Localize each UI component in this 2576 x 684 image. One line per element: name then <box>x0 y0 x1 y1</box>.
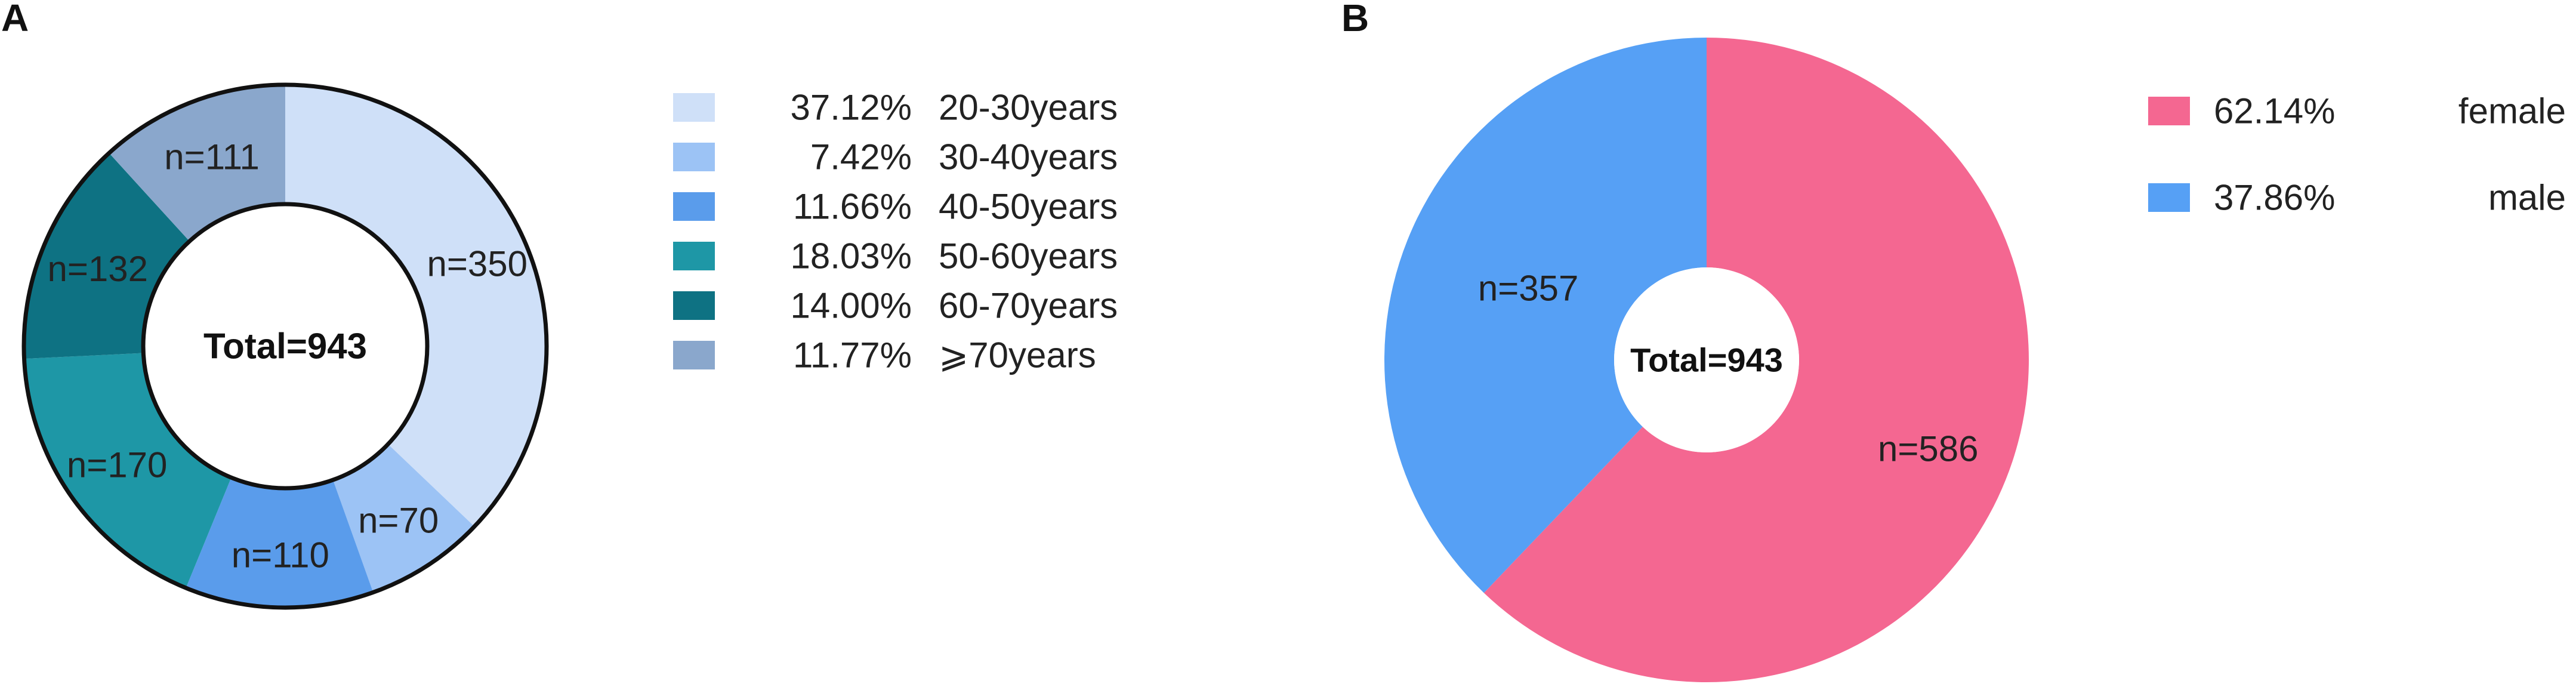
a-legend-percent-40-50years: 11.66% <box>793 187 912 227</box>
panel-b-donut <box>1384 38 2029 682</box>
b-slice-label-male: n=357 <box>1478 269 1579 309</box>
a-slice-label-30-40years: n=70 <box>358 500 439 540</box>
panel-b-letter: B <box>1341 0 1369 39</box>
a-legend-swatch-40-50years <box>673 192 715 221</box>
panel-b: B n=586 n=357 Total=943 62.14% female 37.86… <box>1341 0 2566 682</box>
a-legend-swatch-70years <box>673 341 715 369</box>
b-legend-category-male: male <box>2488 178 2566 218</box>
a-legend-category-40-50years: 40-50years <box>939 187 1118 227</box>
a-slice-label-70years: n=111 <box>164 137 260 177</box>
a-legend-swatch-30-40years <box>673 143 715 171</box>
a-legend-percent-50-60years: 18.03% <box>791 236 912 276</box>
a-legend-swatch-20-30years <box>673 93 715 122</box>
panel-a-donut-outline <box>21 82 549 610</box>
panel-b-donut-hole <box>1614 267 1799 452</box>
b-legend-percent-male: 37.86% <box>2214 178 2336 218</box>
panel-b-slice-labels: n=586 n=357 <box>1478 269 1979 469</box>
panel-b-legend: 62.14% female 37.86% male <box>2148 91 2566 218</box>
b-slice-label-female: n=586 <box>1878 429 1979 469</box>
a-slice-label-50-60years: n=170 <box>67 445 168 485</box>
a-legend-category-20-30years: 20-30years <box>939 88 1118 128</box>
b-slice-male <box>1384 38 1707 593</box>
b-legend-swatch-female <box>2148 97 2190 125</box>
panel-a-donut-hole <box>141 202 430 491</box>
a-slice-label-20-30years: n=350 <box>427 244 527 284</box>
a-slice-label-40-50years: n=110 <box>232 535 329 575</box>
a-legend-percent-30-40years: 7.42% <box>810 137 912 177</box>
panel-b-center-label: Total=943 <box>1630 341 1783 379</box>
a-slice-label-60-70years: n=132 <box>47 249 148 289</box>
a-slice-50-60years <box>24 353 232 589</box>
a-legend-category-50-60years: 50-60years <box>939 236 1118 276</box>
a-legend-category-70years: ⩾70years <box>939 335 1096 375</box>
b-legend-swatch-male <box>2148 183 2190 212</box>
a-legend-category-30-40years: 30-40years <box>939 137 1118 177</box>
b-slice-female <box>1483 38 2029 682</box>
a-slice-20-30years <box>285 85 547 527</box>
a-legend-percent-70years: 11.77% <box>793 335 912 375</box>
panel-a-legend: 37.12% 20-30years 7.42% 30-40years 11.66% 40-… <box>673 88 1118 375</box>
panel-a-letter: A <box>1 0 29 39</box>
b-legend-percent-female: 62.14% <box>2214 91 2336 131</box>
panel-a-slice-labels: n=350 n=70 n=110 n=170 n=132 n=111 <box>47 137 527 575</box>
a-legend-swatch-60-70years <box>673 291 715 320</box>
panel-a-center-label: Total=943 <box>203 326 367 366</box>
a-slice-70years <box>109 85 285 242</box>
panel-a: A n=350 n=70 n=110 n=170 n=132 n=111 Total=94… <box>1 0 1118 610</box>
a-legend-percent-60-70years: 14.00% <box>791 286 912 326</box>
a-slice-40-50years <box>186 477 374 608</box>
b-legend-category-female: female <box>2458 91 2566 131</box>
a-legend-percent-20-30years: 37.12% <box>791 88 912 128</box>
a-legend-swatch-50-60years <box>673 242 715 270</box>
a-legend-category-60-70years: 60-70years <box>939 286 1118 326</box>
